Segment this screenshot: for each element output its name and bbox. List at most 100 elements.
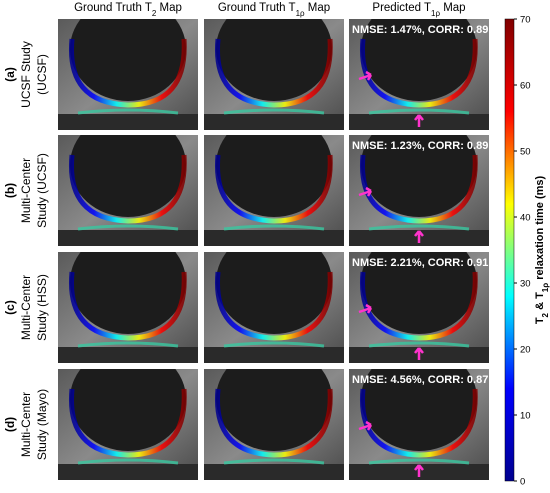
femur: [70, 135, 186, 217]
label-part: & T: [534, 292, 546, 313]
colorbar-tick-label: 30: [520, 279, 531, 290]
tibia: [204, 464, 344, 480]
femur: [361, 19, 477, 101]
cartilage-tibial: [223, 341, 325, 348]
cartilage-tibial: [77, 108, 179, 115]
arrow: [358, 420, 373, 431]
femur: [70, 369, 186, 451]
mri-panel: [58, 252, 198, 363]
row-label: (UCSF): [35, 54, 49, 95]
mri-panel: [349, 19, 489, 130]
cartilage: [359, 154, 478, 224]
label-part: 1ρ: [541, 283, 550, 292]
cartilage-tibial: [368, 108, 470, 115]
title-text: Ground Truth T: [74, 2, 152, 14]
mri-panel: [58, 135, 198, 246]
cartilage: [68, 38, 187, 108]
mri-panel: [349, 135, 489, 246]
cartilage: [68, 388, 187, 458]
colorbar-tick-label: 60: [520, 81, 531, 92]
femur: [361, 252, 477, 334]
cartilage-tibial: [77, 224, 179, 231]
cartilage: [214, 154, 333, 224]
arrow: [414, 347, 424, 360]
column-title: Ground Truth T2 Map: [74, 2, 182, 18]
row-label: Study (Mayo): [35, 389, 49, 460]
title-tail: Map: [440, 2, 466, 14]
row-label: Study (HSS): [35, 274, 49, 341]
tibia: [58, 347, 198, 363]
mri-panel: [204, 19, 344, 130]
metrics-annotation: NMSE: 1.47%, CORR: 0.89: [352, 24, 488, 36]
cartilage: [68, 271, 187, 341]
femur: [216, 369, 332, 451]
cartilage-tibial: [368, 341, 470, 348]
cartilage-tibial: [223, 224, 325, 231]
cartilage-tibial: [223, 108, 325, 115]
mri-panel: [58, 19, 198, 130]
metrics-annotation: NMSE: 1.23%, CORR: 0.89: [352, 140, 488, 152]
cartilage: [214, 271, 333, 341]
title-tail: Map: [305, 2, 331, 14]
cartilage: [214, 388, 333, 458]
row-letter: (d): [3, 417, 17, 432]
femur: [361, 135, 477, 217]
cartilage: [359, 388, 478, 458]
tibia: [204, 347, 344, 363]
row-label: Study (UCSF): [35, 153, 49, 228]
title-text: Predicted T: [372, 2, 431, 14]
cartilage: [214, 38, 333, 108]
mri-panel: [58, 369, 198, 480]
cartilage-tibial: [77, 341, 179, 348]
femur: [70, 252, 186, 334]
title-tail: Map: [156, 2, 182, 14]
row-label: Multi-Center: [19, 158, 33, 223]
arrow: [414, 230, 424, 243]
label-part: 2: [541, 312, 550, 317]
femur: [216, 19, 332, 101]
colorbar: [504, 18, 515, 482]
arrow: [414, 464, 424, 477]
title-sub: 2: [152, 9, 157, 18]
femur: [216, 135, 332, 217]
row-label: Multi-Center: [19, 392, 33, 457]
title-text: Ground Truth T: [218, 2, 296, 14]
arrow: [358, 70, 373, 81]
title-sub: 1ρ: [296, 9, 305, 18]
mri-panel: [204, 369, 344, 480]
row-letter: (a): [3, 67, 17, 82]
femur: [361, 369, 477, 451]
femur: [70, 19, 186, 101]
metrics-annotation: NMSE: 4.56%, CORR: 0.87: [352, 374, 488, 386]
colorbar-tick-label: 10: [520, 411, 531, 422]
tibia: [58, 114, 198, 130]
arrow: [414, 114, 424, 127]
cartilage: [68, 154, 187, 224]
cartilage: [359, 271, 478, 341]
mri-panel: [204, 135, 344, 246]
title-sub: 1ρ: [431, 9, 440, 18]
column-title: Ground Truth T1ρ Map: [218, 2, 330, 18]
row-letter: (c): [3, 300, 17, 315]
row-label: Multi-Center: [19, 275, 33, 340]
tibia: [58, 464, 198, 480]
row-label: UCSF Study: [19, 41, 33, 108]
mri-panel: [349, 252, 489, 363]
tibia: [204, 114, 344, 130]
cartilage-tibial: [368, 458, 470, 465]
metrics-annotation: NMSE: 2.21%, CORR: 0.91: [352, 257, 488, 269]
tibia: [204, 230, 344, 246]
colorbar-tick-label: 20: [520, 345, 531, 356]
colorbar-label: T2 & T1ρ relaxation time (ms): [534, 175, 550, 324]
colorbar-tick-label: 40: [520, 213, 531, 224]
cartilage-tibial: [77, 458, 179, 465]
mri-panel: [204, 252, 344, 363]
colorbar-tick-label: 0: [520, 477, 525, 488]
label-part: T: [534, 317, 546, 324]
colorbar-tick-label: 50: [520, 147, 531, 158]
cartilage-tibial: [223, 458, 325, 465]
colorbar-tick-label: 70: [520, 15, 531, 26]
row-letter: (b): [3, 183, 17, 198]
cartilage-tibial: [368, 224, 470, 231]
